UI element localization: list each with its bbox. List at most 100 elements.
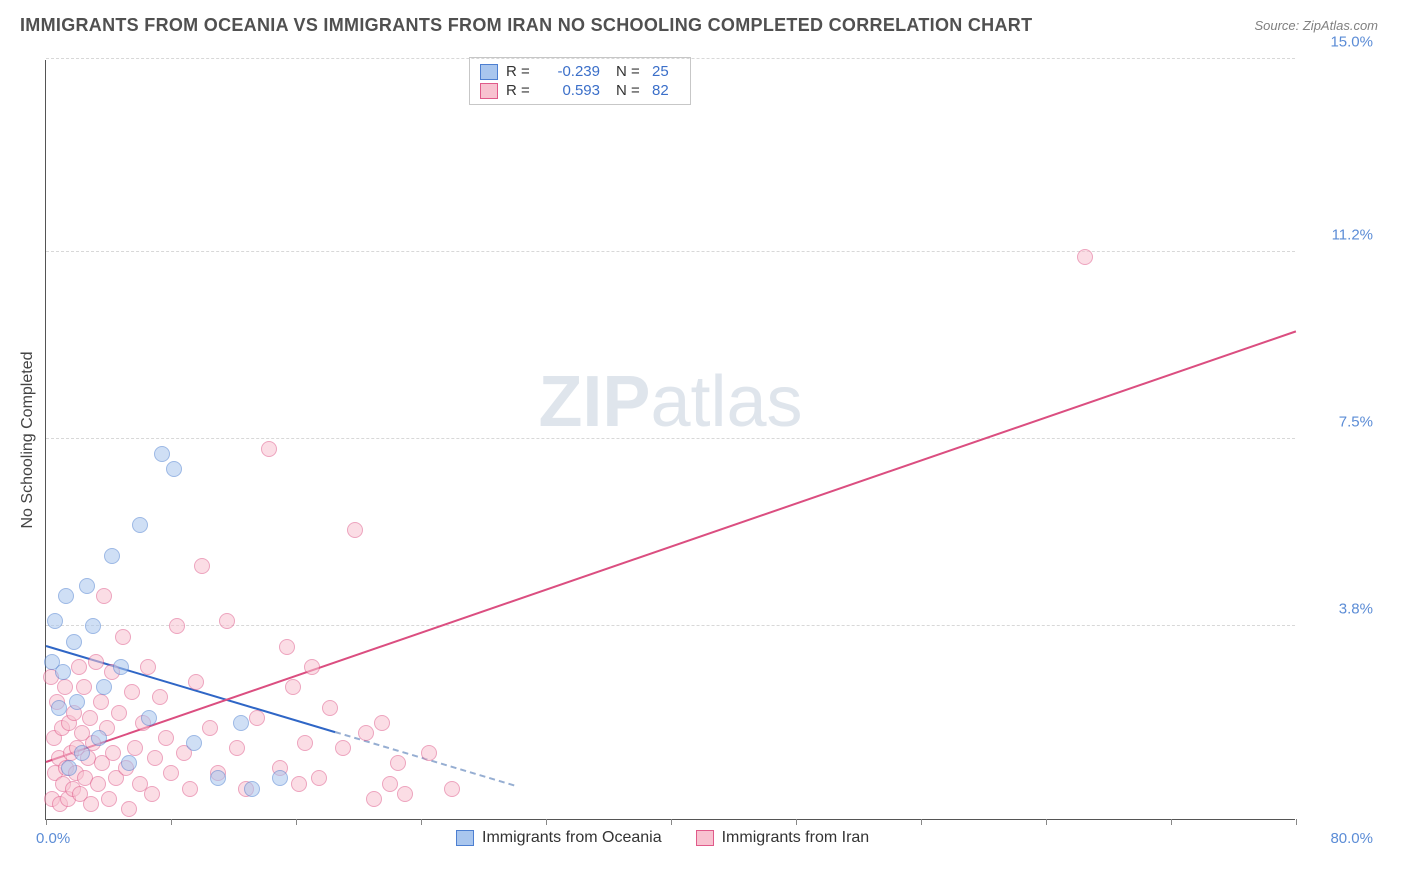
data-point-iran xyxy=(322,700,338,716)
n-label: N = xyxy=(616,82,644,99)
data-point-iran xyxy=(147,750,163,766)
data-point-iran xyxy=(382,776,398,792)
data-point-iran xyxy=(229,740,245,756)
data-point-oceania xyxy=(69,694,85,710)
r-value-oceania: -0.239 xyxy=(542,63,600,80)
data-point-oceania xyxy=(186,735,202,751)
data-point-iran xyxy=(124,684,140,700)
x-tick-mark xyxy=(546,819,547,825)
swatch-iran-b xyxy=(696,830,714,846)
data-point-oceania xyxy=(58,588,74,604)
n-label: N = xyxy=(616,63,644,80)
x-tick-mark xyxy=(421,819,422,825)
swatch-oceania-b xyxy=(456,830,474,846)
data-point-oceania xyxy=(272,770,288,786)
legend-series: Immigrants from Oceania Immigrants from … xyxy=(456,829,869,847)
y-tick-label: 11.2% xyxy=(1308,226,1373,243)
data-point-iran xyxy=(152,689,168,705)
data-point-iran xyxy=(297,735,313,751)
chart-title: IMMIGRANTS FROM OCEANIA VS IMMIGRANTS FR… xyxy=(20,15,1032,36)
data-point-iran xyxy=(71,659,87,675)
x-tick-mark xyxy=(46,819,47,825)
data-point-iran xyxy=(261,441,277,457)
legend-label-oceania: Immigrants from Oceania xyxy=(482,829,662,847)
x-tick-mark xyxy=(796,819,797,825)
source-credit: Source: ZipAtlas.com xyxy=(1254,18,1378,33)
data-point-iran xyxy=(374,715,390,731)
data-point-iran xyxy=(358,725,374,741)
data-point-iran xyxy=(335,740,351,756)
data-point-oceania xyxy=(244,781,260,797)
n-value-iran: 82 xyxy=(652,82,680,99)
watermark-rest: atlas xyxy=(650,362,802,442)
data-point-iran xyxy=(1077,249,1093,265)
data-point-iran xyxy=(390,755,406,771)
data-point-iran xyxy=(291,776,307,792)
gridline xyxy=(46,251,1295,252)
data-point-oceania xyxy=(121,755,137,771)
data-point-iran xyxy=(115,629,131,645)
y-axis-label: No Schooling Completed xyxy=(19,351,37,528)
data-point-oceania xyxy=(141,710,157,726)
data-point-oceania xyxy=(66,634,82,650)
data-point-oceania xyxy=(51,700,67,716)
x-tick-mark xyxy=(1296,819,1297,825)
watermark-bold: ZIP xyxy=(538,362,650,442)
data-point-oceania xyxy=(91,730,107,746)
x-tick-mark xyxy=(921,819,922,825)
swatch-oceania xyxy=(480,64,498,80)
x-tick-mark xyxy=(296,819,297,825)
data-point-iran xyxy=(347,522,363,538)
data-point-oceania xyxy=(61,760,77,776)
legend-label-iran: Immigrants from Iran xyxy=(722,829,870,847)
data-point-iran xyxy=(101,791,117,807)
data-point-iran xyxy=(96,588,112,604)
r-label: R = xyxy=(506,82,534,99)
legend-correlation: R = -0.239 N = 25 R = 0.593 N = 82 xyxy=(469,57,691,105)
data-point-iran xyxy=(111,705,127,721)
data-point-iran xyxy=(144,786,160,802)
data-point-iran xyxy=(88,654,104,670)
data-point-oceania xyxy=(154,446,170,462)
data-point-iran xyxy=(397,786,413,802)
gridline xyxy=(46,438,1295,439)
data-point-iran xyxy=(140,659,156,675)
y-tick-label: 15.0% xyxy=(1308,34,1373,51)
swatch-iran xyxy=(480,83,498,99)
data-point-iran xyxy=(169,618,185,634)
y-tick-label: 7.5% xyxy=(1308,414,1373,431)
data-point-oceania xyxy=(85,618,101,634)
data-point-oceania xyxy=(55,664,71,680)
data-point-oceania xyxy=(113,659,129,675)
data-point-iran xyxy=(194,558,210,574)
data-point-oceania xyxy=(79,578,95,594)
legend-item-oceania: Immigrants from Oceania xyxy=(456,829,662,847)
data-point-oceania xyxy=(233,715,249,731)
data-point-iran xyxy=(188,674,204,690)
x-tick-mark xyxy=(671,819,672,825)
data-point-iran xyxy=(57,679,73,695)
data-point-oceania xyxy=(132,517,148,533)
data-point-iran xyxy=(444,781,460,797)
data-point-iran xyxy=(158,730,174,746)
r-label: R = xyxy=(506,63,534,80)
x-tick-max: 80.0% xyxy=(1308,830,1373,847)
data-point-iran xyxy=(311,770,327,786)
data-point-iran xyxy=(76,679,92,695)
n-value-oceania: 25 xyxy=(652,63,680,80)
x-tick-min: 0.0% xyxy=(36,830,70,847)
data-point-iran xyxy=(304,659,320,675)
data-point-iran xyxy=(219,613,235,629)
data-point-iran xyxy=(83,796,99,812)
data-point-iran xyxy=(163,765,179,781)
r-value-iran: 0.593 xyxy=(542,82,600,99)
data-point-iran xyxy=(202,720,218,736)
data-point-iran xyxy=(421,745,437,761)
data-point-oceania xyxy=(104,548,120,564)
data-point-oceania xyxy=(74,745,90,761)
data-point-iran xyxy=(127,740,143,756)
data-point-iran xyxy=(93,694,109,710)
data-point-iran xyxy=(249,710,265,726)
data-point-iran xyxy=(285,679,301,695)
x-tick-mark xyxy=(171,819,172,825)
